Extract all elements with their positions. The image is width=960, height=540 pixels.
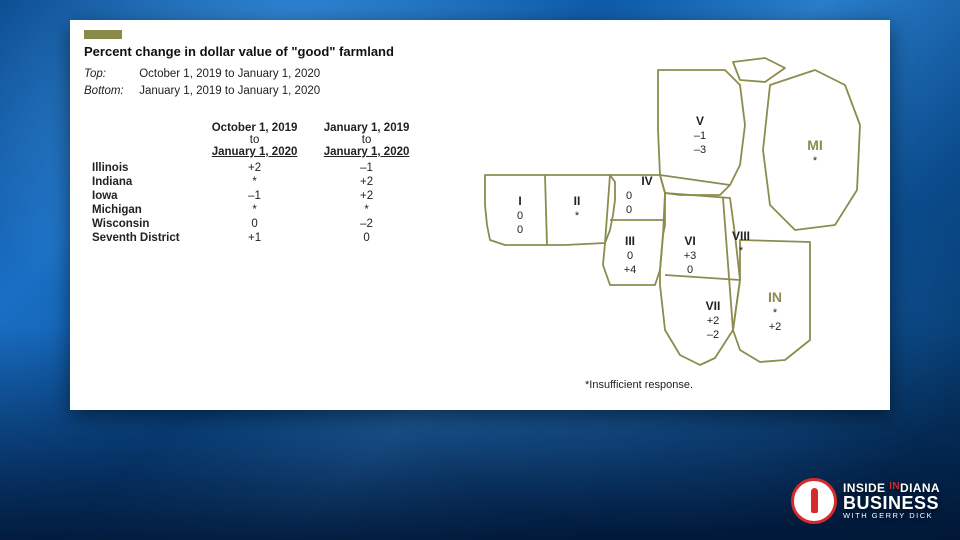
table-row: Illinois+2–1 bbox=[86, 162, 422, 174]
region-val1-VI: +3 bbox=[684, 250, 697, 262]
state-val-in-2: +2 bbox=[769, 321, 782, 333]
district-map: I 0 0 II * III 0 +4 IV 0 0 V –1 –3 VI +3 0 VII +2 –2 VIII * M… bbox=[465, 30, 880, 400]
region-val2-V: –3 bbox=[694, 144, 706, 156]
row-val-1: * bbox=[200, 176, 310, 188]
table-row: Indiana*+2 bbox=[86, 176, 422, 188]
table-row: Iowa–1+2 bbox=[86, 190, 422, 202]
row-val-1: 0 bbox=[200, 218, 310, 230]
subhead-top-label: Top: bbox=[84, 66, 136, 83]
row-label: Seventh District bbox=[86, 232, 198, 244]
accent-bar bbox=[84, 30, 122, 39]
table-row: Seventh District+10 bbox=[86, 232, 422, 244]
region-val2-VI: 0 bbox=[687, 264, 693, 276]
row-label: Iowa bbox=[86, 190, 198, 202]
row-val-1: +1 bbox=[200, 232, 310, 244]
data-table: October 1, 2019 to January 1, 2020 Janua… bbox=[84, 120, 424, 246]
region-val2-VII: –2 bbox=[707, 329, 719, 341]
broadcast-logo: INSIDE INDIANA BUSINESS WITH GERRY DICK bbox=[791, 478, 940, 524]
col-header-2: January 1, 2019 to January 1, 2020 bbox=[312, 122, 422, 160]
chart-title: Percent change in dollar value of "good"… bbox=[84, 44, 394, 59]
table-row: Wisconsin0–2 bbox=[86, 218, 422, 230]
region-val1-III: 0 bbox=[627, 250, 633, 262]
table-row: Michigan** bbox=[86, 204, 422, 216]
state-label-mi: MI bbox=[807, 137, 823, 153]
region-val1-IV: 0 bbox=[626, 190, 632, 202]
logo-bug-icon bbox=[791, 478, 837, 524]
row-val-2: +2 bbox=[312, 176, 422, 188]
state-label-in: IN bbox=[768, 289, 782, 305]
row-val-2: –2 bbox=[312, 218, 422, 230]
region-val2-IV: 0 bbox=[626, 204, 632, 216]
table-body: Illinois+2–1Indiana*+2Iowa–1+2Michigan**… bbox=[86, 162, 422, 244]
row-val-2: –1 bbox=[312, 162, 422, 174]
region-label-II: II bbox=[574, 194, 581, 208]
row-val-2: * bbox=[312, 204, 422, 216]
state-val-mi: * bbox=[813, 155, 818, 167]
row-val-1: +2 bbox=[200, 162, 310, 174]
state-val-in-1: * bbox=[773, 307, 778, 319]
row-label: Indiana bbox=[86, 176, 198, 188]
row-val-1: * bbox=[200, 204, 310, 216]
row-label: Wisconsin bbox=[86, 218, 198, 230]
col-header-1: October 1, 2019 to January 1, 2020 bbox=[200, 122, 310, 160]
region-val2-III: +4 bbox=[624, 264, 637, 276]
region-label-V: V bbox=[696, 114, 704, 128]
subhead-bottom-value: January 1, 2019 to January 1, 2020 bbox=[139, 85, 320, 97]
region-val1-II: * bbox=[575, 210, 580, 222]
row-val-2: 0 bbox=[312, 232, 422, 244]
region-label-VI: VI bbox=[684, 234, 695, 248]
region-label-III: III bbox=[625, 234, 635, 248]
subhead-bottom-label: Bottom: bbox=[84, 83, 136, 100]
region-label-IV: IV bbox=[641, 174, 652, 188]
subhead-top-value: October 1, 2019 to January 1, 2020 bbox=[139, 68, 320, 80]
region-val1-I: 0 bbox=[517, 210, 523, 222]
row-label: Michigan bbox=[86, 204, 198, 216]
row-val-1: –1 bbox=[200, 190, 310, 202]
region-val1-VIII: * bbox=[739, 245, 744, 257]
row-val-2: +2 bbox=[312, 190, 422, 202]
content-panel: Percent change in dollar value of "good"… bbox=[70, 20, 890, 410]
region-val1-V: –1 bbox=[694, 130, 706, 142]
row-label: Illinois bbox=[86, 162, 198, 174]
region-label-VIII: VIII bbox=[732, 229, 750, 243]
region-label-VII: VII bbox=[706, 299, 721, 313]
region-val2-I: 0 bbox=[517, 224, 523, 236]
region-val1-VII: +2 bbox=[707, 315, 720, 327]
map-footnote: *Insufficient response. bbox=[585, 379, 693, 391]
logo-text: INSIDE INDIANA BUSINESS WITH GERRY DICK bbox=[843, 482, 940, 520]
region-label-I: I bbox=[518, 194, 521, 208]
subheading: Top: October 1, 2019 to January 1, 2020 … bbox=[84, 66, 320, 101]
